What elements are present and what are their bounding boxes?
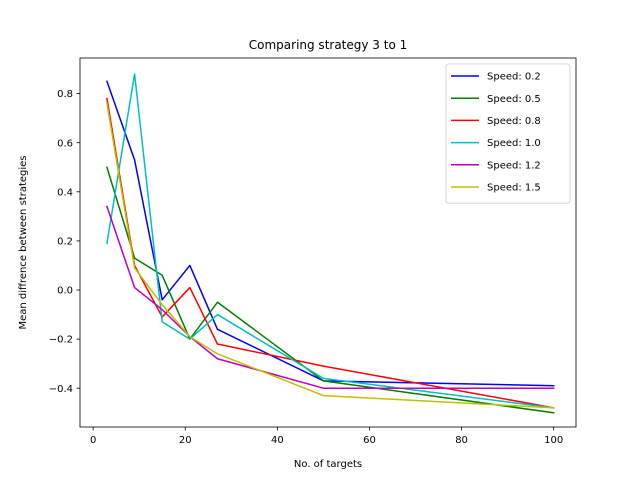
plot-series-group: [105, 73, 555, 414]
y-tick-label-6: 0.8: [57, 89, 73, 100]
x-tick-label-2: 40: [271, 435, 284, 446]
x-axis-title: No. of targets: [294, 459, 362, 470]
y-tick-label-2: 0.0: [57, 286, 73, 297]
series-line-5: [106, 102, 555, 409]
legend-label-4: Speed: 1.2: [487, 160, 541, 171]
plot-frame: [79, 57, 577, 428]
x-tick-label-0: 0: [90, 435, 96, 446]
y-tick-label-0: −0.4: [49, 384, 73, 395]
legend-label-5: Speed: 1.5: [487, 183, 541, 194]
y-axis-title: Mean diffrence between strategies: [18, 155, 29, 329]
x-tick-label-5: 100: [544, 435, 563, 446]
legend-label-0: Speed: 0.2: [487, 72, 541, 83]
y-tick-label-5: 0.6: [57, 138, 73, 149]
series-line-3: [106, 73, 555, 409]
x-tick-label-4: 80: [455, 435, 468, 446]
legend-label-1: Speed: 0.5: [487, 94, 541, 105]
y-tick-label-4: 0.4: [57, 187, 73, 198]
legend: Speed: 0.2 Speed: 0.5 Speed: 0.8 Speed: 1.0…: [445, 63, 571, 204]
y-tick-label-3: 0.2: [57, 237, 73, 248]
legend-label-2: Speed: 0.8: [487, 116, 541, 127]
y-tick-label-1: −0.2: [49, 335, 73, 346]
x-tick-label-1: 20: [179, 435, 192, 446]
y-axis: −0.4 −0.2 0.0 0.2 0.4 0.6 0.8: [49, 89, 80, 395]
x-tick-label-3: 60: [363, 435, 376, 446]
chart-title: Comparing strategy 3 to 1: [249, 38, 408, 52]
legend-label-3: Speed: 1.0: [487, 138, 541, 149]
x-axis: 0 20 40 60 80 100: [90, 427, 563, 446]
